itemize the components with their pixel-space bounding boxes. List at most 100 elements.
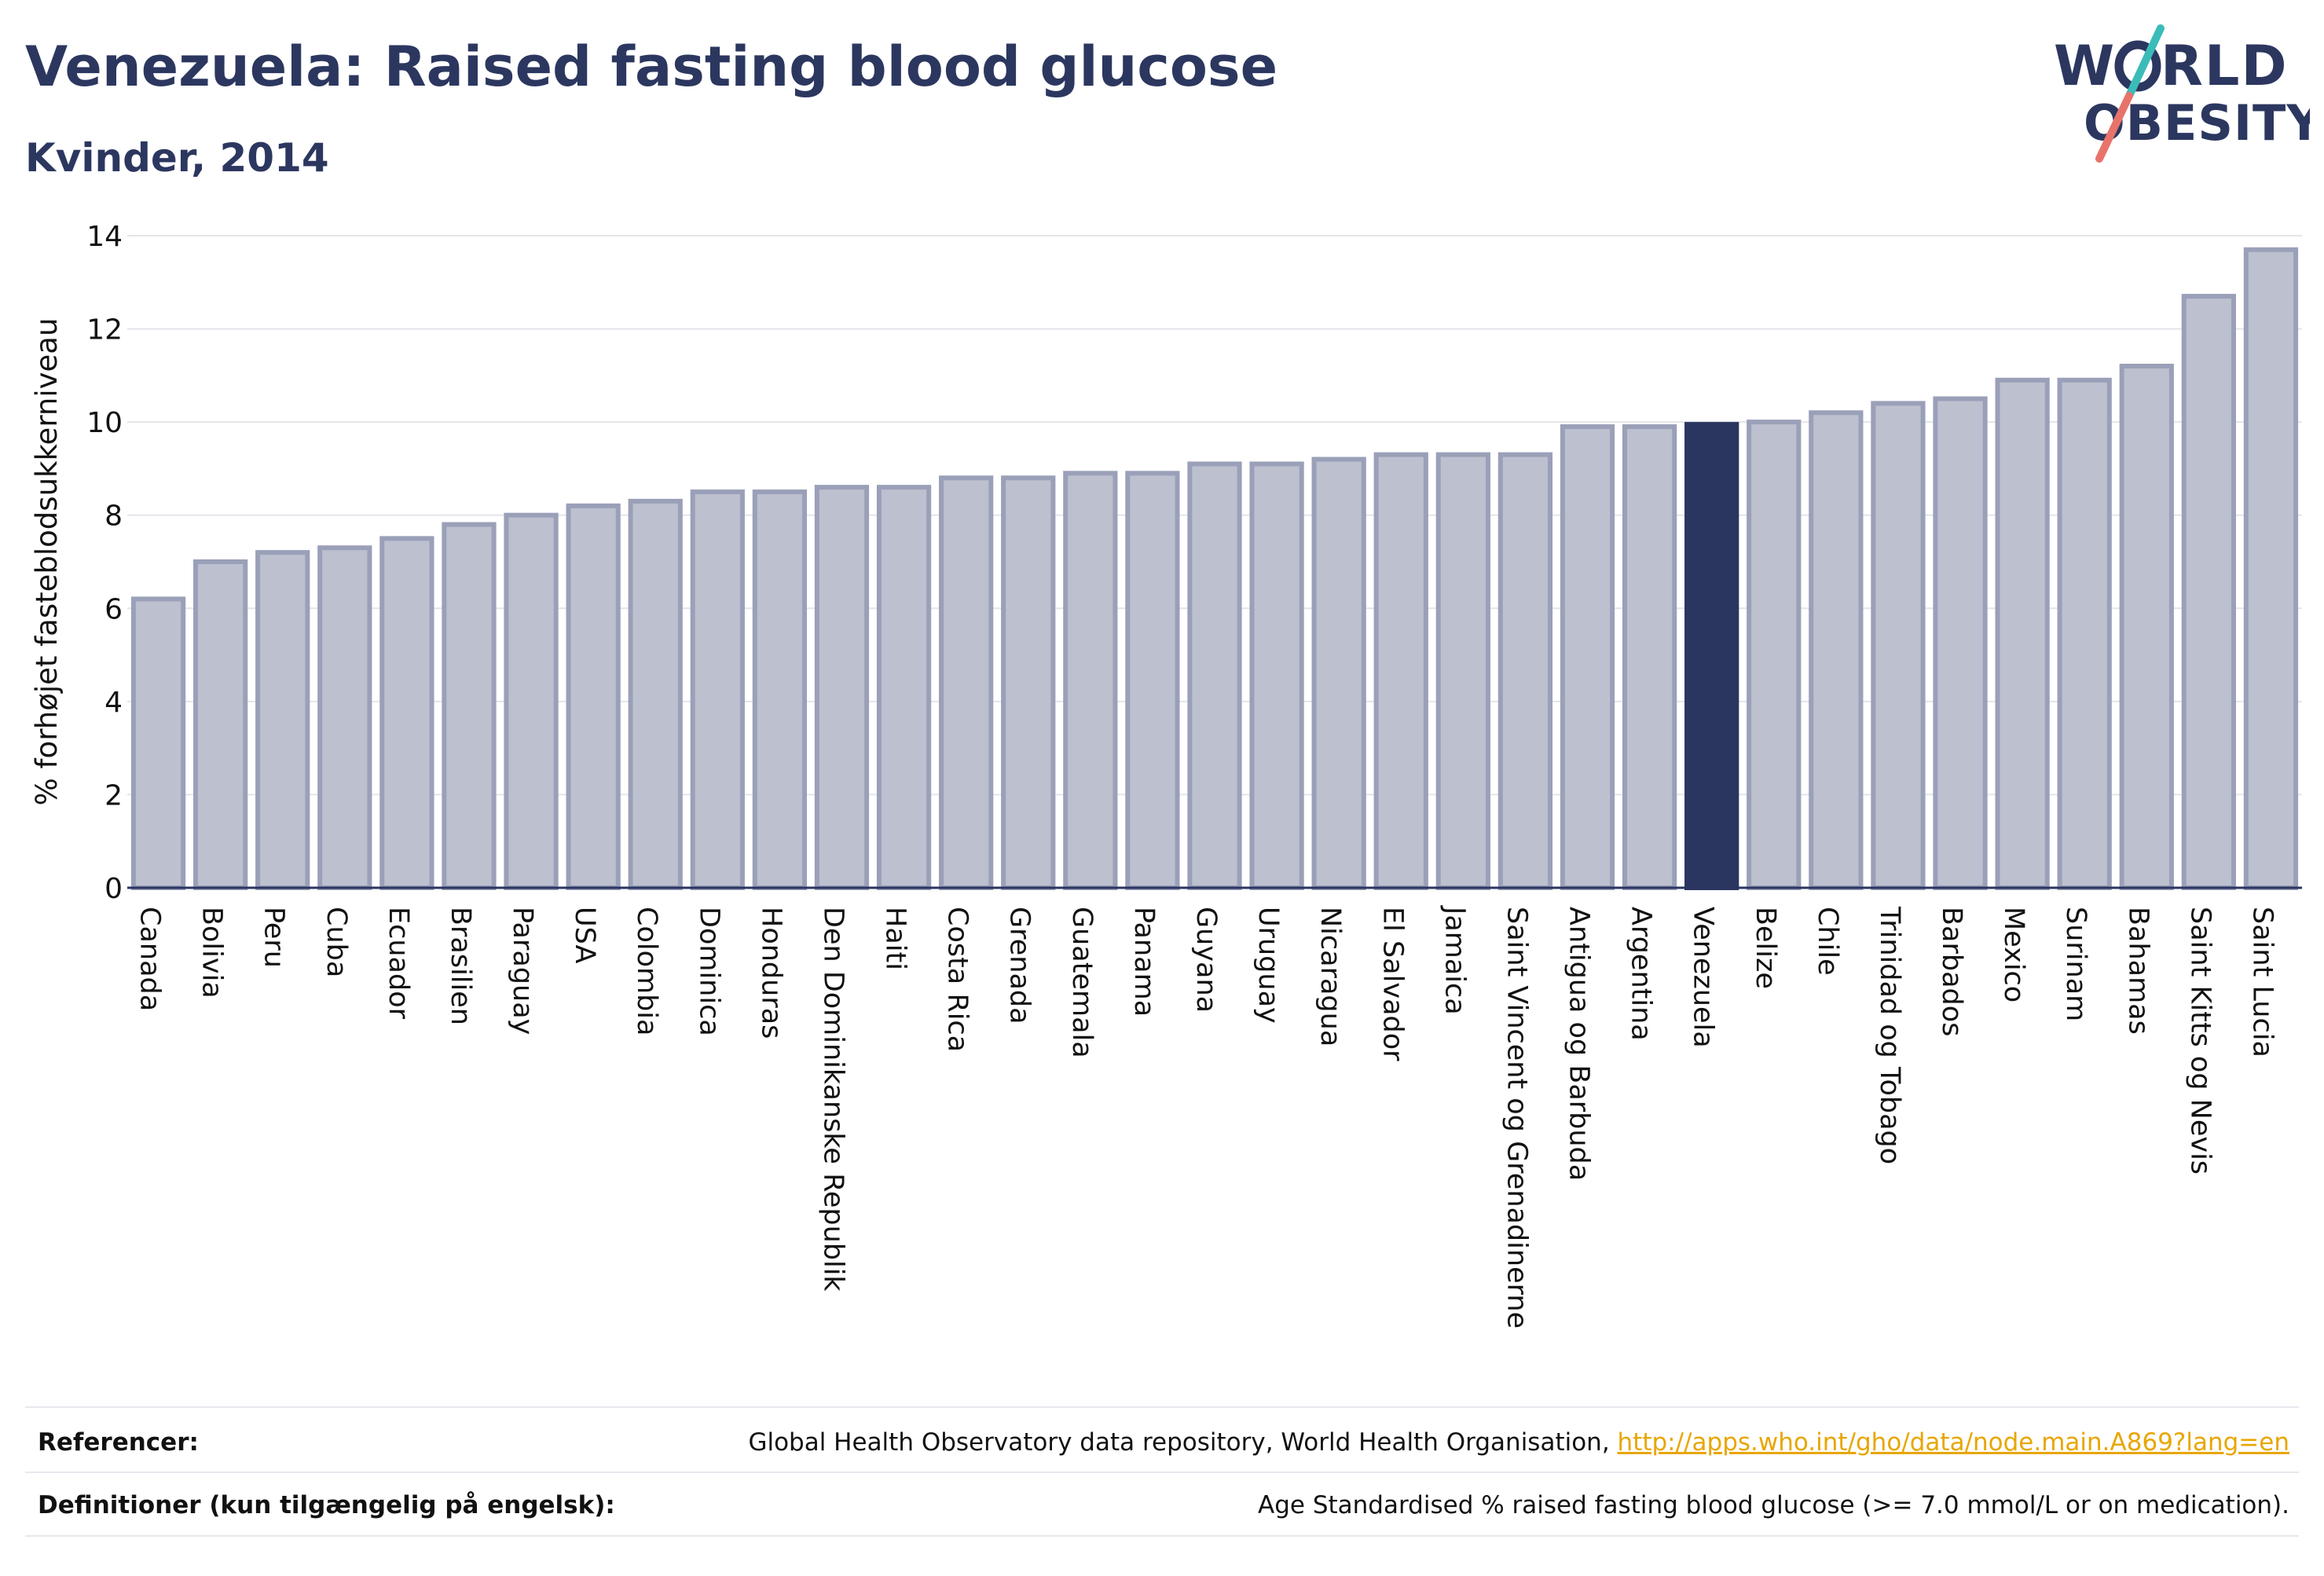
x-tick-label: Mexico xyxy=(1998,907,2029,1002)
bar-trinidad-og-tobago xyxy=(1871,401,1926,890)
bar-canada xyxy=(130,596,186,891)
bar-guatemala xyxy=(1063,471,1118,890)
x-tick-label: Belize xyxy=(1750,907,1781,989)
x-tick-label: Canada xyxy=(134,907,166,1011)
x-tick-label: Haiti xyxy=(880,907,911,970)
footer-definitions-row: Definitioner (kun tilgængelig på engelsk… xyxy=(38,1486,2289,1524)
logo-slash-top xyxy=(2125,24,2165,100)
bar-surinam xyxy=(2057,377,2112,890)
references-link[interactable]: http://apps.who.int/gho/data/node.main.A… xyxy=(1617,1428,2289,1457)
bar-paraguay xyxy=(504,512,559,890)
bar-nicaragua xyxy=(1311,456,1366,890)
bar-honduras xyxy=(752,489,808,890)
y-axis-label: % forhøjet fasteblodsukkerniveau xyxy=(30,318,64,806)
bar-saint-kitts-og-nevis xyxy=(2181,294,2237,891)
y-tick-labels: 0 2 4 6 8 10 12 14 xyxy=(86,221,123,905)
bar-dominica xyxy=(690,489,745,890)
x-tick-label: Chile xyxy=(1812,907,1843,976)
bar-usa xyxy=(566,503,621,890)
bar-barbados xyxy=(1933,396,1988,890)
x-tick-label: Saint Kitts og Nevis xyxy=(2184,907,2216,1175)
x-tick-label: Colombia xyxy=(631,907,662,1035)
bar-argentina xyxy=(1622,424,1677,890)
logo-line-1-rest: RLD xyxy=(2161,34,2289,98)
bar-bolivia xyxy=(192,559,248,890)
x-tick-label: Bahamas xyxy=(2122,907,2154,1035)
footer-divider-top xyxy=(25,1406,2299,1408)
bar-den-dominikanske-republik xyxy=(814,485,870,891)
footer-divider-middle xyxy=(25,1472,2299,1473)
definitions-value: Age Standardised % raised fasting blood … xyxy=(1258,1491,2289,1519)
bar-antigua-og-barbuda xyxy=(1560,424,1615,890)
bar-el-salvador xyxy=(1373,452,1428,890)
x-tick-label: Honduras xyxy=(755,907,786,1039)
x-tick-labels: Canada Bolivia Peru Cuba Ecuador Brasilien Par… xyxy=(134,905,2278,1329)
y-tick-label: 0 xyxy=(104,873,123,905)
bar-haiti xyxy=(876,485,932,891)
x-tick-label: El Salvador xyxy=(1376,907,1408,1061)
x-tick-label: Antigua og Barbuda xyxy=(1563,907,1595,1181)
y-tick-label: 10 xyxy=(86,407,123,439)
bar-panama xyxy=(1125,471,1180,890)
y-tick-label: 8 xyxy=(104,500,123,533)
bars-layer xyxy=(130,247,2299,891)
x-tick-label: Bolivia xyxy=(196,907,228,999)
bar-chart: 0 2 4 6 8 10 12 14 Canada Bolivia Peru Cuba Ecuador… xyxy=(30,221,2302,1329)
y-tick-label: 14 xyxy=(86,221,123,253)
x-tick-label: Venezuela xyxy=(1688,907,1719,1048)
footer-divider-bottom xyxy=(25,1535,2299,1537)
bar-chile xyxy=(1809,410,1864,890)
x-tick-label: Saint Lucia xyxy=(2246,907,2278,1057)
bar-belize xyxy=(1747,420,1802,890)
bar-venezuela xyxy=(1684,422,1739,890)
y-tick-label: 2 xyxy=(104,779,123,812)
x-tick-label: Den Dominikanske Republik xyxy=(817,907,849,1292)
bar-jamaica xyxy=(1435,452,1490,890)
x-tick-label: Dominica xyxy=(693,907,724,1036)
footer-references-row: Referencer: Global Health Observatory da… xyxy=(38,1424,2289,1461)
references-text: Global Health Observatory data repositor… xyxy=(748,1428,1618,1457)
x-tick-label: USA xyxy=(569,907,600,963)
x-tick-label: Nicaragua xyxy=(1314,907,1346,1046)
x-tick-label: Grenada xyxy=(1004,907,1036,1024)
x-tick-label: Panama xyxy=(1128,907,1160,1017)
x-tick-label: Surinam xyxy=(2060,907,2091,1021)
x-tick-label: Jamaica xyxy=(1439,905,1470,1015)
bar-costa-rica xyxy=(939,475,994,890)
x-tick-label: Barbados xyxy=(1936,907,1967,1036)
x-tick-label: Costa Rica xyxy=(942,907,973,1052)
x-tick-label: Guatemala xyxy=(1066,907,1098,1058)
x-tick-label: Guyana xyxy=(1190,907,1222,1013)
logo-o-ring xyxy=(2114,40,2161,92)
y-tick-label: 4 xyxy=(104,687,123,719)
logo-slash-bottom xyxy=(2095,92,2133,163)
references-label: Referencer: xyxy=(38,1428,199,1457)
bar-saint-vincent-og-grenadinerne xyxy=(1497,452,1553,890)
x-tick-label: Ecuador xyxy=(383,907,414,1020)
x-tick-label: Argentina xyxy=(1626,907,1657,1041)
y-tick-label: 6 xyxy=(104,593,123,625)
x-tick-label: Uruguay xyxy=(1252,907,1284,1024)
world-obesity-logo: W RLD OBESITY xyxy=(2054,24,2310,163)
x-tick-label: Brasilien xyxy=(445,907,476,1025)
bar-colombia xyxy=(628,498,683,891)
bar-saint-lucia xyxy=(2243,247,2299,890)
bar-mexico xyxy=(1995,377,2050,890)
bar-grenada xyxy=(1001,475,1056,890)
bar-cuba xyxy=(317,545,372,890)
bar-bahamas xyxy=(2119,364,2174,890)
x-tick-label: Trinidad og Tobago xyxy=(1874,906,1905,1164)
bar-guyana xyxy=(1187,461,1242,890)
x-tick-label: Peru xyxy=(258,907,290,968)
bar-uruguay xyxy=(1249,461,1304,890)
chart-title: Venezuela: Raised fasting blood glucose xyxy=(25,35,1278,99)
bar-peru xyxy=(255,550,310,891)
x-tick-label: Paraguay xyxy=(507,907,538,1035)
logo-line-1: W xyxy=(2054,34,2116,98)
definitions-label: Definitioner (kun tilgængelig på engelsk… xyxy=(38,1491,615,1519)
bar-ecuador xyxy=(379,536,434,890)
x-tick-label: Saint Vincent og Grenadinerne xyxy=(1501,907,1532,1329)
y-tick-label: 12 xyxy=(86,314,123,346)
x-tick-label: Cuba xyxy=(321,907,352,977)
references-value: Global Health Observatory data repositor… xyxy=(748,1428,2289,1457)
